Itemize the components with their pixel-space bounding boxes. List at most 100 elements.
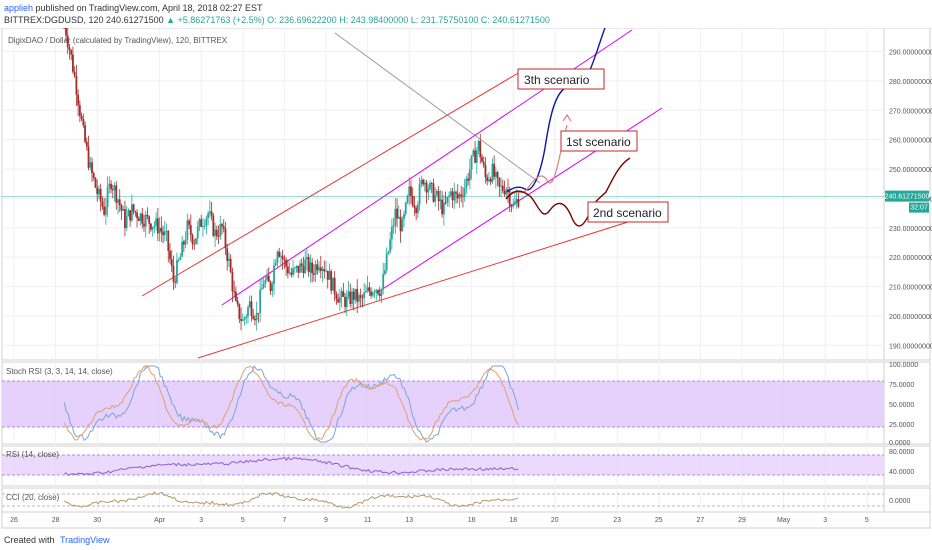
candle-body	[467, 178, 470, 181]
candle-body	[255, 312, 258, 321]
candle-body	[455, 191, 457, 194]
symbol-label: BITTREX:DGDUSD, 120	[4, 15, 104, 25]
candle-body	[63, 28, 66, 29]
time-tick-label: 30	[93, 517, 101, 524]
candle-body	[316, 264, 319, 271]
candle-body	[479, 141, 482, 158]
candle-body	[299, 263, 301, 273]
candle-body	[423, 182, 426, 185]
candle-body	[85, 141, 88, 147]
author-link[interactable]: applieh	[4, 3, 34, 13]
candle-body	[259, 289, 262, 313]
time-tick-label: 3	[823, 517, 827, 524]
scenario-1-arrowhead	[562, 113, 572, 122]
time-tick-label: 28	[52, 517, 60, 524]
candle-body	[113, 185, 116, 191]
candle-body	[170, 259, 173, 266]
time-tick-label: 11	[364, 517, 371, 524]
rsi-title: RSI (14, close)	[6, 450, 59, 459]
candle-body	[364, 291, 367, 293]
candle-body	[404, 202, 407, 214]
candle-body	[292, 268, 294, 275]
candle-body	[512, 204, 515, 207]
candle-body	[134, 211, 137, 213]
candle-body	[91, 162, 93, 174]
chart-canvas[interactable]: Stoch RSI (3, 3, 14, 14, close) RSI (14,…	[0, 28, 932, 550]
time-tick-label: 27	[697, 517, 705, 524]
created-with-text: Created with	[4, 535, 55, 545]
candle-body	[68, 47, 71, 51]
candle-body	[338, 297, 341, 303]
publish-line: applieh published on TradingView.com, Ap…	[4, 3, 263, 13]
time-tick-label: 26	[10, 517, 18, 524]
candle-body	[205, 218, 208, 226]
tradingview-logo[interactable]: TradingView	[60, 535, 110, 545]
candle-body	[413, 205, 416, 208]
rsi-tick-label: 80.0000	[889, 449, 914, 456]
candle-body	[153, 225, 156, 227]
candle-body	[449, 191, 452, 196]
candle-body	[401, 219, 404, 232]
candle-body	[99, 188, 102, 202]
candle-body	[94, 178, 97, 188]
candle-body	[392, 225, 395, 228]
candle-body	[352, 291, 355, 300]
price-tick-label: 220.00000000	[889, 255, 932, 262]
candle-body	[359, 295, 362, 298]
candle-body	[344, 296, 346, 308]
candle-body	[144, 214, 147, 227]
candle-body	[380, 289, 383, 296]
candle-body	[465, 178, 468, 189]
candle-body	[274, 262, 277, 266]
candle-body	[432, 183, 435, 202]
candle-body	[245, 316, 248, 319]
candle-body	[195, 238, 197, 244]
price-tick-label: 280.00000000	[889, 79, 932, 86]
candle-body	[143, 223, 145, 227]
price-tick-label: 260.00000000	[889, 138, 932, 145]
time-tick-label: 18	[509, 517, 517, 524]
candle-body	[385, 253, 388, 271]
stoch-tick-label: 25.0000	[889, 422, 914, 429]
stoch-band	[2, 381, 884, 427]
candle-body	[158, 227, 161, 234]
last-price: 240.61271500	[106, 15, 164, 25]
stoch-d-line	[63, 365, 519, 441]
candle-body	[319, 267, 322, 272]
candle-body	[269, 281, 272, 292]
candle-body	[118, 199, 121, 206]
candle-body	[98, 188, 100, 195]
candle-body	[474, 150, 476, 163]
candle-body	[371, 292, 374, 296]
candle-body	[422, 179, 424, 185]
red-channel-lower	[197, 214, 651, 359]
candle-body	[228, 258, 230, 261]
time-axis	[1, 511, 931, 529]
candle-body	[202, 226, 204, 228]
time-tick-label: 7	[282, 517, 286, 524]
candle-body	[87, 146, 90, 168]
main-title: DigixDAO / Dollar (calculated by Trading…	[8, 36, 228, 45]
candle-body	[515, 199, 518, 202]
rsi-band	[2, 455, 884, 475]
scenario-1-box	[560, 130, 638, 152]
candle-body	[300, 263, 303, 267]
time-tick-label: 23	[613, 517, 621, 524]
candle-body	[89, 162, 92, 168]
candle-body	[127, 210, 130, 217]
candle-body	[302, 266, 305, 274]
price-tick-label: 200.00000000	[889, 314, 932, 321]
candle-body	[368, 287, 371, 292]
candle-body	[416, 204, 419, 214]
candle-body	[271, 284, 274, 292]
candle-body	[250, 301, 253, 316]
candle-body	[439, 199, 442, 202]
candle-body	[484, 165, 487, 178]
candle-body	[309, 262, 312, 273]
candle-body	[273, 265, 275, 285]
cci-tick-label: 0.0000	[889, 498, 911, 505]
scenario-1-label: 1st scenario	[566, 135, 631, 149]
candle-body	[103, 206, 106, 215]
candle-body	[212, 215, 215, 236]
